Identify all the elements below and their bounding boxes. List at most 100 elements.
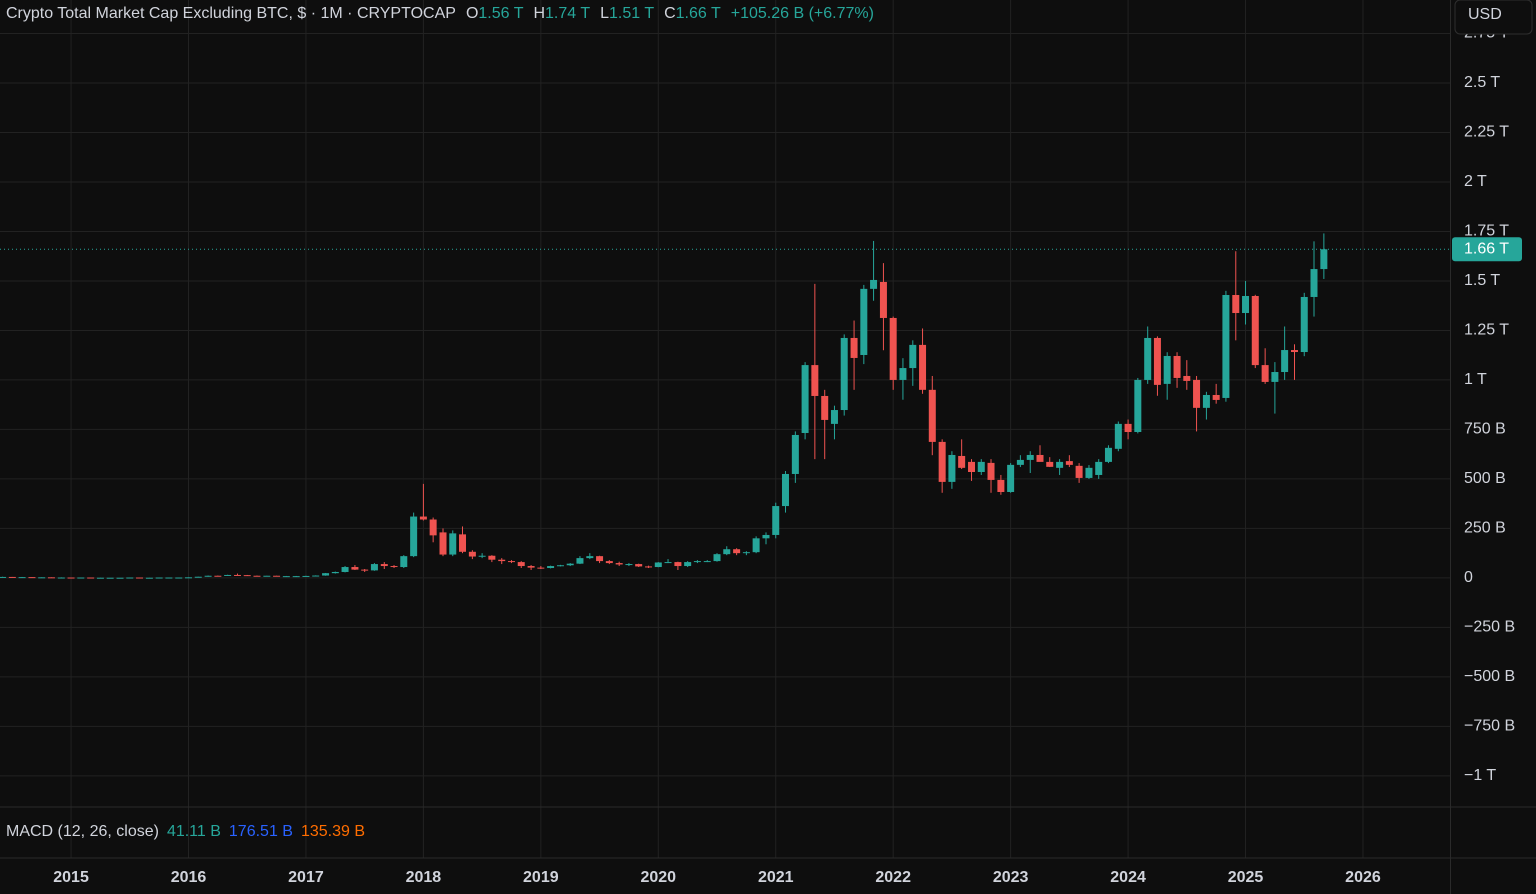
candle-body [889,317,897,380]
candle-body [948,454,956,482]
candle-body [1124,423,1132,433]
candle-body [87,577,95,579]
candle-body [77,577,85,579]
y-tick-label: −1 T [1464,767,1496,784]
x-tick-label: 2025 [1228,869,1264,886]
currency-button[interactable] [1454,0,1533,35]
candle-body [840,337,848,411]
candle-body [1222,294,1230,398]
candle-body [596,556,604,562]
candle-body [1036,454,1044,462]
candle-body [547,566,555,569]
candle-body [997,479,1005,492]
candle-body [987,462,995,480]
candle-body [498,559,506,562]
candle-body [1163,355,1171,384]
candle-body [1202,394,1210,408]
candle-body [185,577,193,579]
candle-body [1007,464,1015,492]
y-tick-label: −250 B [1464,619,1515,636]
candle-body [302,575,310,577]
x-tick-label: 2017 [288,869,324,886]
candle-body [713,554,721,562]
candle-body [1173,355,1181,378]
candle-body [145,577,153,579]
candle-body [928,389,936,442]
candle-body [1065,461,1073,465]
candle-body [1153,337,1161,385]
candle-body [38,577,46,579]
x-tick-label: 2026 [1345,869,1381,886]
y-tick-label: 2.25 T [1464,124,1509,141]
candle-body [703,561,711,563]
candle-body [1114,423,1122,449]
ohlc-key: L [600,5,609,22]
candle-body [155,577,163,579]
y-tick-label: 1 T [1464,371,1487,388]
y-tick-label: 1.75 T [1464,223,1509,240]
candle-body [243,575,251,577]
chart-title: Crypto Total Market Cap Excluding BTC, $… [6,5,456,22]
ohlc-value: 1.66 T [676,5,721,22]
y-tick-label: −750 B [1464,718,1515,735]
candle-body [625,564,633,566]
candle-body [8,576,16,578]
candle-body [292,576,300,578]
candle-body [674,562,682,567]
candle-body [527,566,535,568]
candle-body [1016,459,1024,465]
last-price-badge [1452,237,1522,262]
x-tick-label: 2021 [758,869,794,886]
candle-body [1242,295,1250,314]
candle-body [57,577,65,579]
candle-body [830,410,838,424]
candle-body [635,564,643,567]
candle-body [1212,394,1220,400]
candle-body [909,344,917,369]
candle-body [96,577,104,579]
candle-body [664,562,672,564]
candle-body [1134,379,1142,433]
candle-body [801,365,809,433]
candle-body [576,558,584,564]
candle-body [1320,249,1328,270]
candle-body [693,561,701,563]
candle-body [1095,461,1103,475]
candle-body [47,577,55,579]
candle-body [312,575,320,577]
candle-body [811,365,819,396]
last-price-label: 1.66 T [1464,240,1509,257]
candle-body [791,434,799,474]
candle-body [1026,454,1034,460]
y-tick-label: 1.5 T [1464,272,1500,289]
x-tick-label: 2016 [171,869,207,886]
candle-body [742,552,750,554]
candle-body [870,279,878,289]
x-tick-label: 2018 [406,869,442,886]
candle-body [1193,379,1201,408]
macd-value: 176.51 B [229,823,293,840]
y-tick-label: 0 [1464,569,1473,586]
candle-body [488,555,496,560]
candle-body [136,577,144,579]
candle-body [586,556,594,559]
candle-body [938,441,946,482]
candle-body [958,455,966,468]
candle-body [380,564,388,567]
candle-body [468,551,476,557]
macd-value: 135.39 B [301,823,365,840]
candle-body [204,575,212,577]
currency-label[interactable]: USD [1468,6,1502,23]
change: +105.26 B (+6.77%) [731,5,874,22]
candle-body [478,555,486,557]
macd-value: 41.11 B [167,823,221,840]
candle-body [1291,350,1299,353]
candle-body [106,577,114,579]
candle-body [419,516,427,520]
ohlc-key: C [664,5,676,22]
candle-body [390,566,398,568]
candle-body [351,567,359,570]
candle-body [194,576,202,578]
candle-body [253,575,261,577]
candle-body [439,532,447,555]
